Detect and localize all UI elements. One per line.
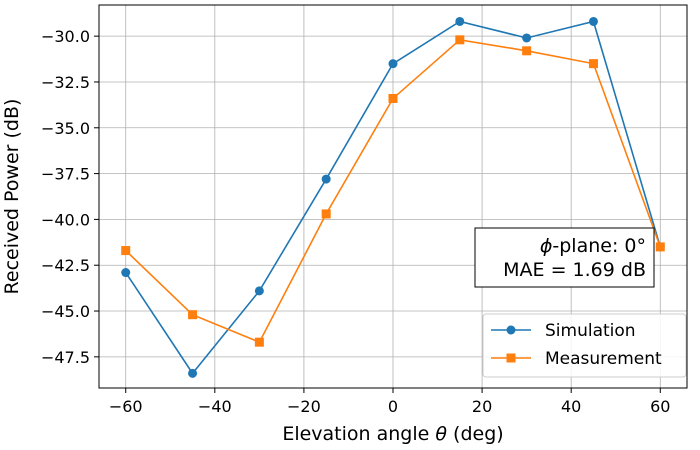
simulation-point: [455, 16, 465, 26]
y-tick-label: −32.5: [41, 73, 90, 92]
y-tick-label: −42.5: [41, 256, 90, 275]
x-tick-label: −60: [109, 397, 143, 416]
simulation-point: [321, 174, 331, 184]
measurement-point: [388, 93, 398, 103]
simulation-point: [188, 368, 198, 378]
legend-frame: [482, 313, 687, 378]
legend-label: Measurement: [545, 349, 662, 369]
x-tick-label: 40: [561, 397, 581, 416]
measurement-point: [121, 246, 131, 256]
y-axis-label: Received Power (dB): [1, 99, 23, 295]
y-tick-label: −30.0: [41, 27, 90, 46]
y-axis-ticks: −47.5 −45.0 −42.5 −40.0 −37.5 −35.0 −32.5 −30.0: [41, 27, 99, 367]
annotation-plane: ϕ-plane: 0°: [540, 235, 646, 257]
legend-marker: [506, 353, 516, 363]
legend-entry-measurement: Measurement: [491, 349, 662, 369]
y-tick-label: −37.5: [41, 165, 90, 184]
simulation-point: [388, 59, 398, 69]
legend: Simulation Measurement: [482, 313, 687, 378]
measurement-point: [254, 337, 264, 347]
simulation-point: [254, 286, 264, 296]
measurement-point: [588, 59, 598, 69]
y-tick-label: −47.5: [41, 348, 90, 367]
x-axis-ticks: −60 −40 −20 0 20 40 60: [109, 388, 670, 416]
annotation-mae: MAE = 1.69 dB: [503, 259, 646, 281]
simulation-point: [588, 16, 598, 26]
measurement-point: [188, 310, 198, 320]
x-tick-label: 20: [472, 397, 492, 416]
measurement-point: [455, 35, 465, 45]
simulation-point: [121, 268, 131, 278]
annotation-box: ϕ-plane: 0° MAE = 1.69 dB: [474, 227, 655, 288]
legend-label: Simulation: [545, 321, 636, 341]
measurement-series: [121, 35, 665, 347]
y-tick-label: −35.0: [41, 119, 90, 138]
legend-marker: [506, 325, 516, 335]
measurement-point: [655, 242, 665, 252]
simulation-point: [522, 33, 532, 43]
y-tick-label: −45.0: [41, 302, 90, 321]
series-layer: [121, 16, 665, 378]
x-axis-label: Elevation angle θ (deg): [282, 423, 503, 445]
x-tick-label: −20: [287, 397, 321, 416]
x-tick-label: 60: [650, 397, 670, 416]
legend-entry-simulation: Simulation: [491, 321, 636, 341]
plot-frame: [98, 4, 688, 389]
x-tick-label: 0: [388, 397, 398, 416]
x-tick-label: −40: [198, 397, 232, 416]
measurement-point: [321, 209, 331, 219]
y-tick-label: −40.0: [41, 210, 90, 229]
measurement-point: [522, 46, 532, 56]
